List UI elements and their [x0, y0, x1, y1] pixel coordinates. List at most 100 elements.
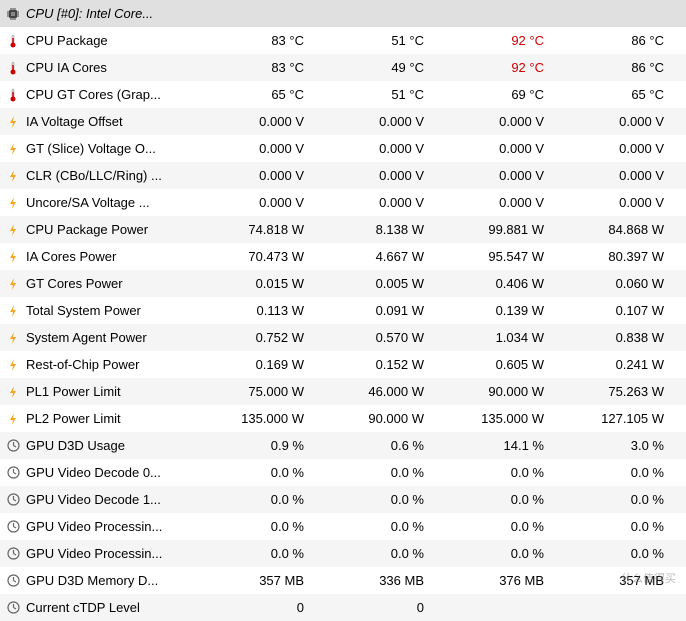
- table-row[interactable]: Current cTDP Level00: [0, 594, 686, 621]
- row-value-3: 69 °C: [442, 87, 562, 102]
- row-value-4: 0.060 W: [562, 276, 682, 291]
- thermometer-icon: [0, 88, 22, 102]
- row-value-1: 0.0 %: [202, 519, 322, 534]
- header-label: CPU [#0]: Intel Core...: [22, 6, 202, 21]
- row-value-4: 0.0 %: [562, 465, 682, 480]
- table-row[interactable]: Uncore/SA Voltage ...0.000 V0.000 V0.000…: [0, 189, 686, 216]
- clock-icon: [0, 466, 22, 479]
- row-value-2: 0.000 V: [322, 114, 442, 129]
- table-row[interactable]: Rest-of-Chip Power0.169 W0.152 W0.605 W0…: [0, 351, 686, 378]
- row-label: CPU GT Cores (Grap...: [22, 87, 202, 102]
- table-row[interactable]: CPU Package83 °C51 °C92 °C86 °C: [0, 27, 686, 54]
- row-value-3: 0.0 %: [442, 546, 562, 561]
- row-value-3: 0.000 V: [442, 114, 562, 129]
- header-row[interactable]: CPU [#0]: Intel Core...: [0, 0, 686, 27]
- row-label: CPU Package Power: [22, 222, 202, 237]
- row-value-3: 0.0 %: [442, 465, 562, 480]
- row-value-3: 0.000 V: [442, 168, 562, 183]
- row-value-3: 14.1 %: [442, 438, 562, 453]
- row-label: GT (Slice) Voltage O...: [22, 141, 202, 156]
- table-row[interactable]: PL1 Power Limit75.000 W46.000 W90.000 W7…: [0, 378, 686, 405]
- row-label: IA Voltage Offset: [22, 114, 202, 129]
- clock-icon: [0, 520, 22, 533]
- bolt-icon: [0, 358, 22, 372]
- clock-icon: [0, 547, 22, 560]
- row-value-2: 49 °C: [322, 60, 442, 75]
- row-value-3: 0.000 V: [442, 195, 562, 210]
- bolt-icon: [0, 412, 22, 426]
- row-value-1: 0: [202, 600, 322, 615]
- bolt-icon: [0, 196, 22, 210]
- row-label: IA Cores Power: [22, 249, 202, 264]
- table-row[interactable]: CLR (CBo/LLC/Ring) ...0.000 V0.000 V0.00…: [0, 162, 686, 189]
- table-row[interactable]: GT Cores Power0.015 W0.005 W0.406 W0.060…: [0, 270, 686, 297]
- row-value-4: 84.868 W: [562, 222, 682, 237]
- row-label: PL2 Power Limit: [22, 411, 202, 426]
- row-value-4: 0.0 %: [562, 519, 682, 534]
- row-value-2: 4.667 W: [322, 249, 442, 264]
- row-value-4: 0.0 %: [562, 546, 682, 561]
- row-label: Total System Power: [22, 303, 202, 318]
- bolt-icon: [0, 331, 22, 345]
- row-value-1: 0.9 %: [202, 438, 322, 453]
- row-value-2: 0.0 %: [322, 465, 442, 480]
- table-row[interactable]: GPU Video Processin...0.0 %0.0 %0.0 %0.0…: [0, 513, 686, 540]
- row-value-1: 0.000 V: [202, 195, 322, 210]
- table-row[interactable]: GPU Video Decode 1...0.0 %0.0 %0.0 %0.0 …: [0, 486, 686, 513]
- row-value-3: 95.547 W: [442, 249, 562, 264]
- row-value-4: 0.0 %: [562, 492, 682, 507]
- row-value-1: 74.818 W: [202, 222, 322, 237]
- table-row[interactable]: GPU Video Processin...0.0 %0.0 %0.0 %0.0…: [0, 540, 686, 567]
- table-row[interactable]: CPU GT Cores (Grap...65 °C51 °C69 °C65 °…: [0, 81, 686, 108]
- table-row[interactable]: GT (Slice) Voltage O...0.000 V0.000 V0.0…: [0, 135, 686, 162]
- row-value-2: 336 MB: [322, 573, 442, 588]
- row-label: GPU Video Decode 1...: [22, 492, 202, 507]
- row-value-4: 0.838 W: [562, 330, 682, 345]
- row-value-2: 46.000 W: [322, 384, 442, 399]
- row-value-2: 0.0 %: [322, 492, 442, 507]
- row-value-2: 0.000 V: [322, 168, 442, 183]
- row-value-3: 0.000 V: [442, 141, 562, 156]
- row-value-2: 0.005 W: [322, 276, 442, 291]
- row-value-1: 0.0 %: [202, 492, 322, 507]
- row-value-1: 135.000 W: [202, 411, 322, 426]
- table-row[interactable]: CPU Package Power74.818 W8.138 W99.881 W…: [0, 216, 686, 243]
- row-label: GPU Video Processin...: [22, 546, 202, 561]
- bolt-icon: [0, 250, 22, 264]
- row-value-1: 70.473 W: [202, 249, 322, 264]
- row-label: Current cTDP Level: [22, 600, 202, 615]
- row-value-1: 0.0 %: [202, 465, 322, 480]
- table-row[interactable]: Total System Power0.113 W0.091 W0.139 W0…: [0, 297, 686, 324]
- row-value-2: 0: [322, 600, 442, 615]
- table-row[interactable]: CPU IA Cores83 °C49 °C92 °C86 °C: [0, 54, 686, 81]
- row-value-3: 0.605 W: [442, 357, 562, 372]
- row-label: System Agent Power: [22, 330, 202, 345]
- table-row[interactable]: GPU Video Decode 0...0.0 %0.0 %0.0 %0.0 …: [0, 459, 686, 486]
- row-value-3: 92 °C: [442, 33, 562, 48]
- sensor-table: CPU [#0]: Intel Core... CPU Package83 °C…: [0, 0, 686, 621]
- row-label: Uncore/SA Voltage ...: [22, 195, 202, 210]
- table-row[interactable]: GPU D3D Usage0.9 %0.6 %14.1 %3.0 %: [0, 432, 686, 459]
- table-row[interactable]: IA Cores Power70.473 W4.667 W95.547 W80.…: [0, 243, 686, 270]
- row-value-2: 8.138 W: [322, 222, 442, 237]
- row-value-2: 0.000 V: [322, 141, 442, 156]
- table-row[interactable]: PL2 Power Limit135.000 W90.000 W135.000 …: [0, 405, 686, 432]
- clock-icon: [0, 601, 22, 614]
- table-row[interactable]: IA Voltage Offset0.000 V0.000 V0.000 V0.…: [0, 108, 686, 135]
- row-value-4: 0.000 V: [562, 168, 682, 183]
- row-label: PL1 Power Limit: [22, 384, 202, 399]
- table-row[interactable]: System Agent Power0.752 W0.570 W1.034 W0…: [0, 324, 686, 351]
- row-value-1: 0.015 W: [202, 276, 322, 291]
- row-value-2: 0.6 %: [322, 438, 442, 453]
- table-row[interactable]: GPU D3D Memory D...357 MB336 MB376 MB357…: [0, 567, 686, 594]
- row-value-3: 99.881 W: [442, 222, 562, 237]
- clock-icon: [0, 493, 22, 506]
- row-value-3: 376 MB: [442, 573, 562, 588]
- row-value-3: 90.000 W: [442, 384, 562, 399]
- row-value-2: 51 °C: [322, 87, 442, 102]
- row-value-4: 0.000 V: [562, 195, 682, 210]
- row-value-2: 0.152 W: [322, 357, 442, 372]
- row-value-1: 357 MB: [202, 573, 322, 588]
- row-value-4: 0.107 W: [562, 303, 682, 318]
- row-value-4: 80.397 W: [562, 249, 682, 264]
